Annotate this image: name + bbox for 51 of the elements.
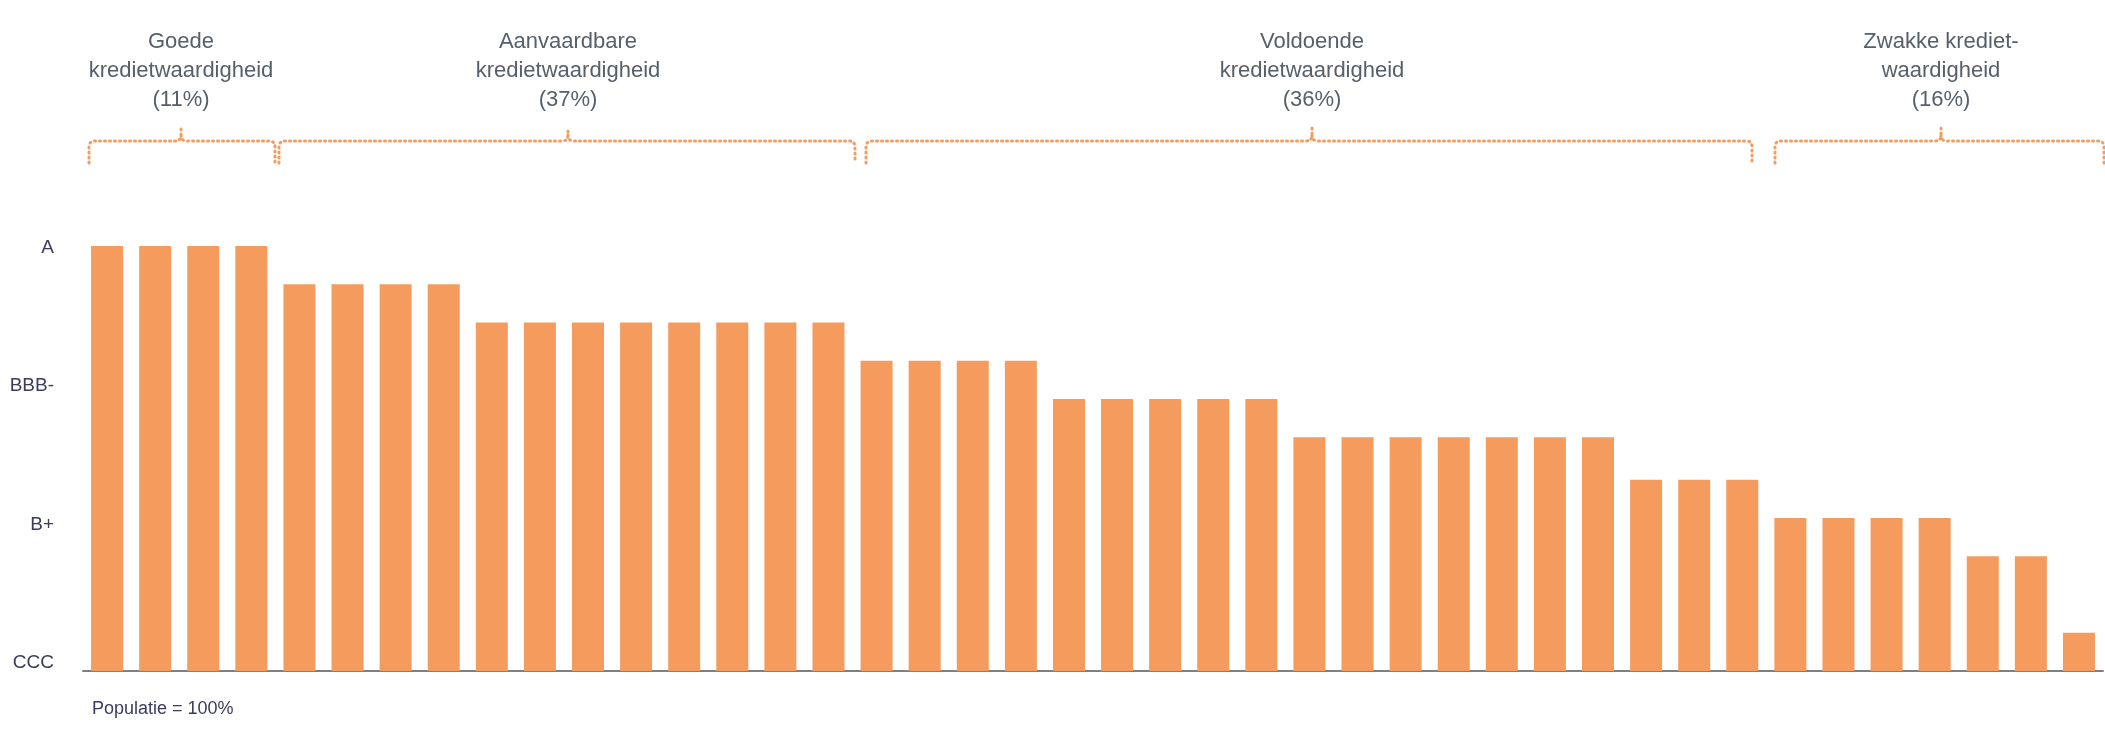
- bar: [379, 284, 412, 671]
- bar: [1870, 518, 1903, 671]
- bar: [908, 360, 941, 671]
- bar: [1149, 399, 1182, 671]
- bar: [1101, 399, 1134, 671]
- bar: [1389, 437, 1422, 671]
- bar: [475, 322, 508, 671]
- bar: [572, 322, 604, 671]
- text: A: [41, 235, 54, 259]
- bar: [668, 322, 701, 671]
- bar: [235, 246, 268, 671]
- bar: [860, 360, 893, 671]
- bar: [1533, 437, 1566, 671]
- bar: [1245, 399, 1278, 671]
- text: Goede kredietwaardigheid (11%): [88, 27, 274, 113]
- bar: [523, 322, 556, 671]
- bar: [812, 322, 845, 671]
- text: Aanvaardbare kredietwaardigheid (37%): [475, 27, 661, 113]
- bar: [1004, 360, 1037, 671]
- bar: [1678, 479, 1711, 671]
- bar: [956, 360, 989, 671]
- bar: [1485, 437, 1518, 671]
- bar: [1630, 479, 1663, 671]
- bar: [139, 246, 172, 671]
- bar: [283, 284, 316, 671]
- bar: [1052, 399, 1085, 671]
- text: CCC: [12, 650, 54, 674]
- bar: [91, 246, 124, 671]
- bar: [1726, 479, 1759, 671]
- text: B+: [30, 512, 54, 536]
- text: BBB-: [9, 373, 54, 397]
- bar: [187, 246, 220, 671]
- bar: [1582, 437, 1614, 671]
- bar: [1918, 518, 1951, 671]
- text: Populatie = 100%: [92, 698, 234, 719]
- bar: [620, 322, 653, 671]
- bar: [331, 284, 364, 671]
- bar: [1197, 399, 1230, 671]
- bar: [1774, 518, 1807, 671]
- bar: [716, 322, 749, 671]
- bar: [1341, 437, 1374, 671]
- bar: [2062, 632, 2095, 671]
- bar: [1966, 556, 1999, 671]
- bar: [2014, 556, 2047, 671]
- text: Voldoende kredietwaardigheid (36%): [1219, 27, 1405, 113]
- bar: [1437, 437, 1470, 671]
- bar: [1822, 518, 1855, 671]
- text: Zwakke krediet- waardigheid (16%): [1863, 27, 2019, 113]
- bar: [764, 322, 797, 671]
- bar: [1293, 437, 1326, 671]
- bar: [427, 284, 460, 671]
